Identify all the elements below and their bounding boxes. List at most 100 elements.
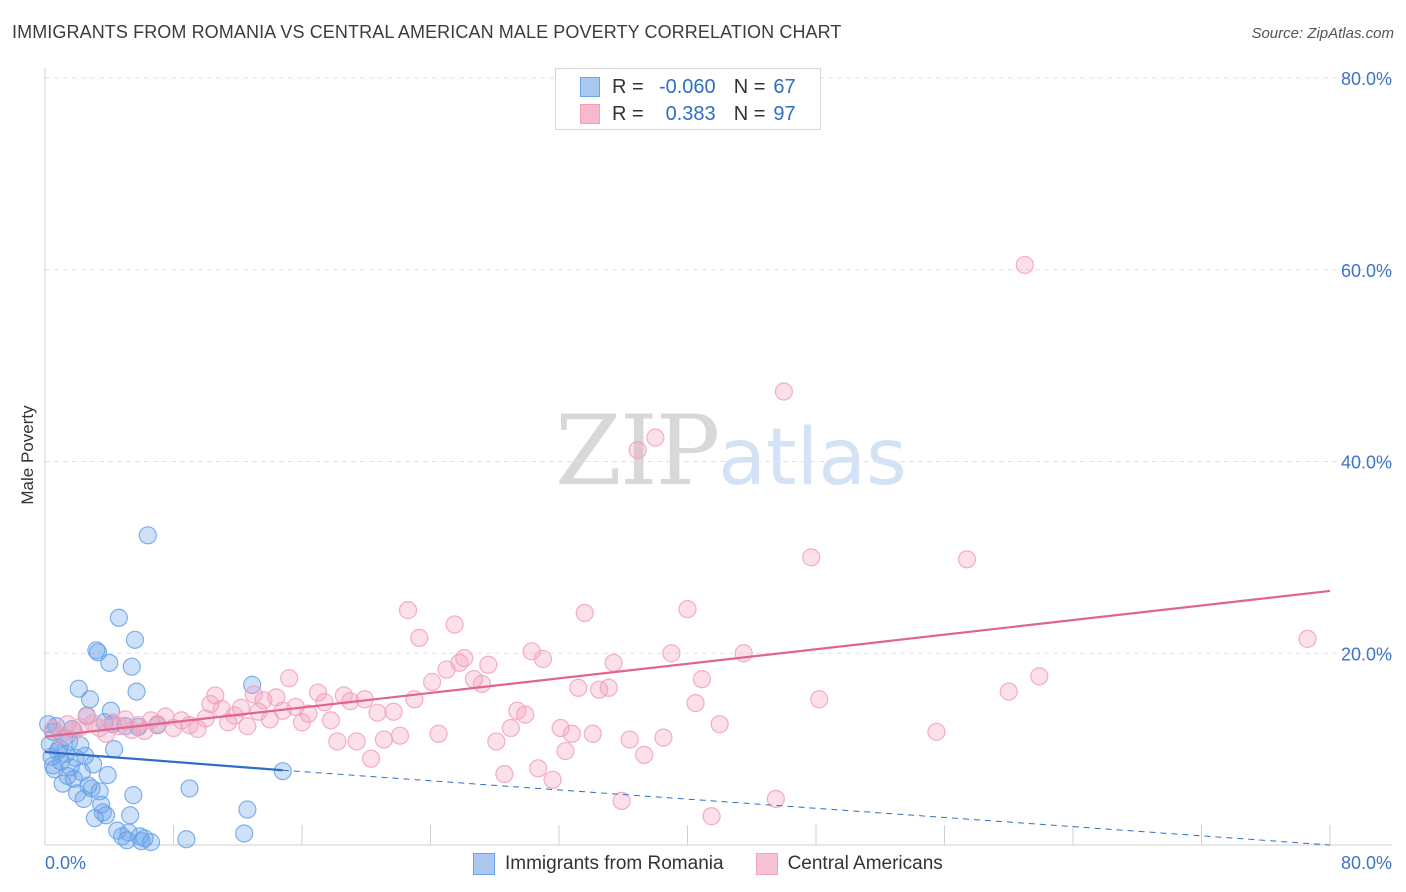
data-point [569, 678, 588, 697]
data-point [90, 782, 109, 801]
stats-r-label: R = [612, 75, 644, 98]
data-point [299, 704, 318, 723]
data-point [238, 800, 257, 819]
y-tick-label: 20.0% [1341, 644, 1392, 664]
data-point [141, 833, 161, 852]
data-point [678, 600, 697, 619]
data-point [280, 669, 299, 688]
data-point [88, 643, 108, 662]
data-point [368, 703, 387, 722]
data-point [501, 718, 520, 738]
data-point [774, 382, 793, 401]
trendline-romania-extension [282, 769, 1331, 846]
watermark-atlas: atlas [718, 413, 907, 503]
trendline-central-americans [44, 589, 1331, 738]
x-tick-label: 0.0% [45, 853, 86, 873]
data-point [702, 807, 721, 826]
data-point [201, 694, 220, 714]
data-point [108, 821, 127, 840]
data-point [98, 765, 117, 785]
data-point [69, 679, 88, 698]
stats-row-romania: R = -0.060 N = 67 [580, 74, 796, 100]
data-point [1015, 255, 1034, 275]
stats-swatch-romania [580, 77, 600, 97]
data-point [487, 732, 506, 751]
stats-n-label: N = [733, 102, 766, 125]
data-point [315, 693, 334, 712]
data-point [410, 628, 429, 648]
data-point [423, 672, 442, 692]
data-point [361, 749, 381, 768]
data-point [575, 603, 594, 623]
y-tick-label: 40.0% [1341, 453, 1392, 473]
stats-r-value: 0.383 [665, 102, 716, 125]
stats-legend: R = -0.060 N = 67 R = 0.383 N = 97 [555, 68, 821, 130]
stats-swatch-central-americans [580, 104, 600, 124]
data-point [604, 653, 623, 672]
data-point [125, 630, 145, 649]
data-point [180, 779, 199, 798]
stats-n-value: 67 [773, 75, 796, 98]
legend-label-central-americans: Central Americans [787, 853, 943, 874]
data-point [122, 657, 141, 676]
data-point [77, 707, 96, 726]
data-point [127, 682, 146, 701]
data-point [219, 713, 238, 732]
series-romania [39, 526, 292, 852]
y-tick-label: 60.0% [1341, 261, 1392, 281]
data-point [495, 764, 514, 784]
data-point [810, 690, 829, 709]
watermark-zip: ZIP [555, 395, 720, 507]
data-point [273, 762, 292, 781]
data-point [398, 601, 418, 620]
data-point [231, 698, 251, 717]
data-point [455, 648, 474, 668]
data-point [104, 740, 124, 759]
data-point [96, 806, 116, 825]
data-point [802, 548, 821, 567]
data-point [612, 791, 631, 810]
data-point [472, 674, 491, 694]
data-point [620, 730, 639, 749]
data-point [533, 649, 553, 669]
legend-item-romania[interactable]: Immigrants from Romania [473, 853, 724, 875]
data-point [244, 685, 263, 704]
data-point [328, 732, 347, 751]
data-point [710, 715, 729, 734]
data-point [646, 428, 665, 447]
data-point [347, 732, 366, 751]
data-point [635, 745, 654, 764]
stats-n-value: 97 [773, 102, 796, 125]
legend-label-romania: Immigrants from Romania [505, 853, 724, 874]
legend-item-central-americans[interactable]: Central Americans [755, 853, 943, 875]
legend-swatch-central-americans [755, 853, 778, 875]
stats-n-label: N = [733, 75, 766, 98]
data-point [686, 694, 705, 713]
data-point [92, 795, 111, 814]
x-tick-label: 80.0% [1341, 853, 1392, 873]
data-point [927, 722, 946, 741]
data-point [132, 832, 151, 851]
data-point [529, 759, 548, 778]
data-point [599, 678, 618, 697]
data-point [121, 806, 140, 825]
data-point [556, 741, 575, 761]
data-point [235, 824, 254, 843]
data-point [429, 724, 448, 743]
data-point [177, 830, 196, 849]
stats-r-value: -0.060 [658, 75, 716, 98]
data-point [93, 803, 112, 822]
data-point [583, 724, 602, 743]
source-label: Source: ZipAtlas.com [1251, 25, 1394, 42]
series-central-americans [43, 255, 1317, 826]
data-point [628, 440, 647, 460]
data-point [109, 608, 128, 627]
data-point [692, 670, 712, 689]
legend-swatch-romania [473, 853, 495, 875]
data-point [124, 786, 143, 805]
y-axis-label: Male Poverty [18, 405, 37, 505]
data-point [79, 776, 98, 795]
data-point [384, 702, 403, 721]
data-point [479, 655, 498, 674]
